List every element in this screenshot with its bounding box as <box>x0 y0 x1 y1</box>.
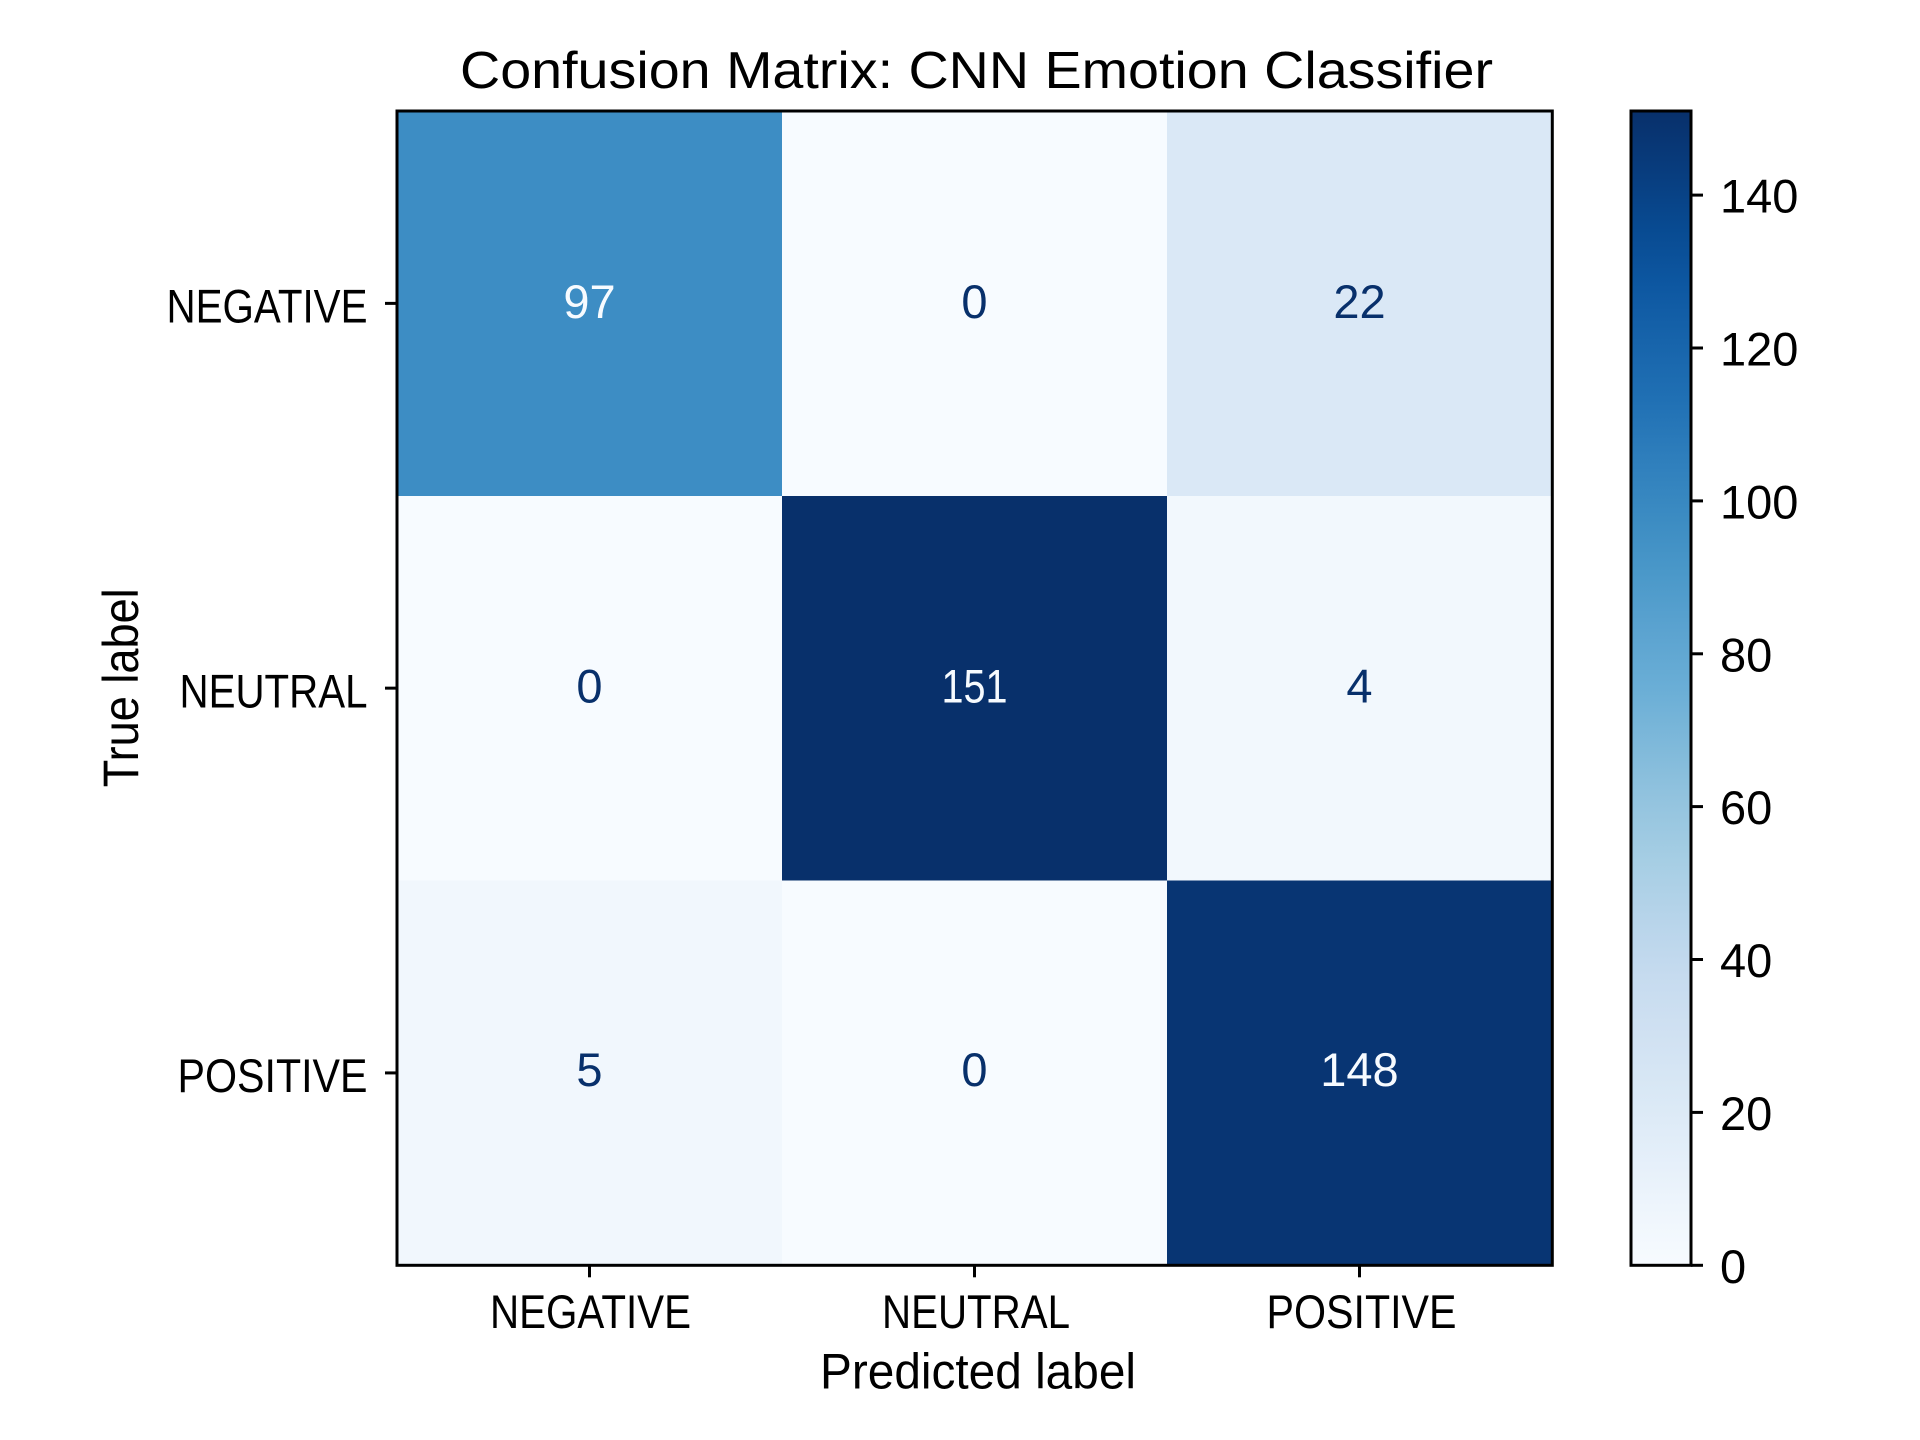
svg-text:4: 4 <box>1346 659 1372 712</box>
svg-text:60: 60 <box>1720 781 1772 834</box>
svg-text:POSITIVE: POSITIVE <box>178 1049 368 1102</box>
svg-text:80: 80 <box>1720 628 1772 681</box>
svg-text:True label: True label <box>93 588 149 787</box>
svg-text:NEGATIVE: NEGATIVE <box>167 280 368 333</box>
svg-text:NEUTRAL: NEUTRAL <box>882 1285 1070 1338</box>
svg-text:100: 100 <box>1720 475 1798 528</box>
svg-text:NEGATIVE: NEGATIVE <box>490 1285 691 1338</box>
svg-text:151: 151 <box>942 659 1008 712</box>
svg-text:Predicted label: Predicted label <box>820 1344 1136 1400</box>
svg-text:40: 40 <box>1720 934 1772 987</box>
svg-text:20: 20 <box>1720 1087 1772 1140</box>
svg-text:22: 22 <box>1333 275 1385 328</box>
svg-text:148: 148 <box>1320 1043 1398 1096</box>
svg-text:0: 0 <box>1720 1240 1746 1293</box>
svg-text:POSITIVE: POSITIVE <box>1267 1285 1457 1338</box>
svg-text:97: 97 <box>563 275 615 328</box>
svg-text:NEUTRAL: NEUTRAL <box>180 664 368 717</box>
svg-text:140: 140 <box>1720 170 1798 223</box>
svg-text:0: 0 <box>961 1043 987 1096</box>
svg-text:5: 5 <box>576 1043 602 1096</box>
svg-text:0: 0 <box>576 659 602 712</box>
svg-text:0: 0 <box>961 275 987 328</box>
svg-text:Confusion Matrix: CNN Emotion: Confusion Matrix: CNN Emotion Classifier <box>460 42 1493 100</box>
svg-text:120: 120 <box>1720 323 1798 376</box>
